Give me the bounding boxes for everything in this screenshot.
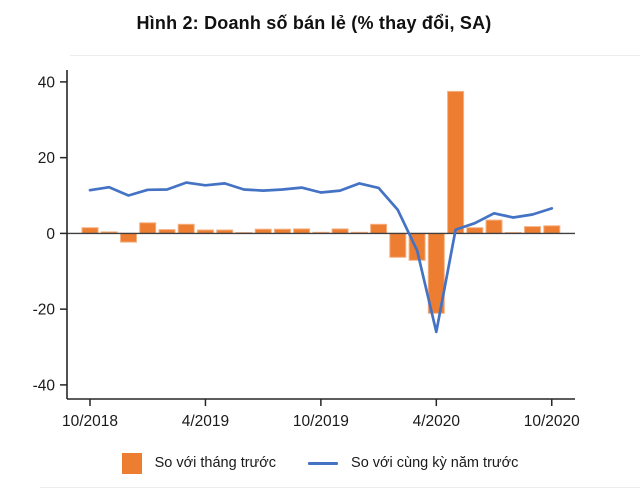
legend-bar-label: So với tháng trước [154, 455, 277, 471]
x-tick-label: 10/2018 [62, 413, 118, 430]
legend-bar-swatch [121, 452, 142, 474]
y-tick-label: -40 [33, 377, 56, 394]
line-series [88, 181, 554, 334]
bar [177, 223, 195, 234]
x-tick-label: 10/2020 [524, 413, 580, 430]
y-tick-label: 0 [46, 226, 55, 243]
y-tick-label: 20 [38, 150, 56, 167]
bar [485, 219, 503, 234]
legend-line-label: So với cùng kỳ năm trước [351, 455, 519, 471]
bar [120, 232, 137, 243]
bar [81, 227, 99, 234]
y-tick-label: -20 [33, 302, 56, 319]
chart-legend: So với tháng trước So với cùng kỳ năm tr… [0, 447, 640, 479]
bar [389, 232, 407, 258]
x-tick-label: 4/2019 [182, 413, 229, 430]
bar [139, 222, 157, 234]
bar [524, 226, 541, 234]
legend-line-swatch [308, 461, 339, 465]
bar [543, 225, 561, 234]
bar-series [81, 90, 561, 314]
x-tick-label: 4/2020 [413, 413, 461, 430]
bottom-divider [40, 487, 640, 488]
top-divider [70, 55, 640, 56]
bar [447, 90, 465, 234]
retail-sales-chart: 40 20 0 -20 -40 10/2018 4/2019 10/2019 4/2020 10/… [33, 70, 580, 430]
y-tick-label: 40 [38, 74, 56, 91]
chart-title: Hình 2: Doanh số bán lẻ (% thay đổi, SA) [136, 13, 492, 33]
bar [370, 223, 388, 234]
bar [466, 227, 484, 234]
x-tick-label: 10/2019 [293, 413, 349, 430]
